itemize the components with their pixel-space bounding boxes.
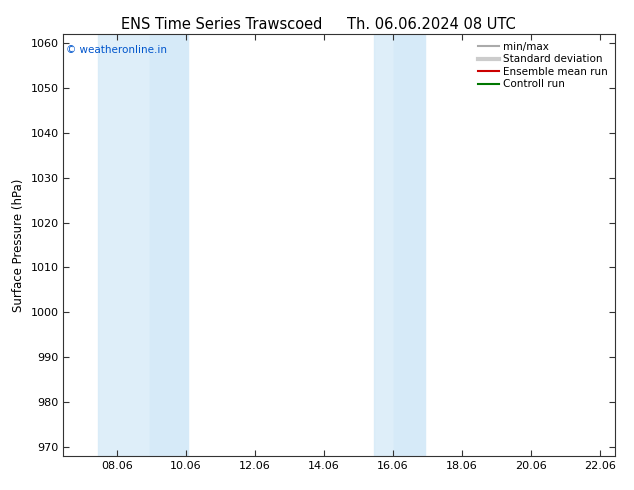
Text: © weatheronline.in: © weatheronline.in	[66, 45, 167, 55]
Bar	[150, 34, 188, 456]
Bar	[98, 34, 150, 456]
Text: ENS Time Series Trawscoed: ENS Time Series Trawscoed	[121, 17, 323, 32]
Bar	[373, 34, 394, 456]
Bar	[394, 34, 425, 456]
Text: Th. 06.06.2024 08 UTC: Th. 06.06.2024 08 UTC	[347, 17, 515, 32]
Legend: min/max, Standard deviation, Ensemble mean run, Controll run: min/max, Standard deviation, Ensemble me…	[476, 40, 610, 92]
Y-axis label: Surface Pressure (hPa): Surface Pressure (hPa)	[12, 178, 25, 312]
